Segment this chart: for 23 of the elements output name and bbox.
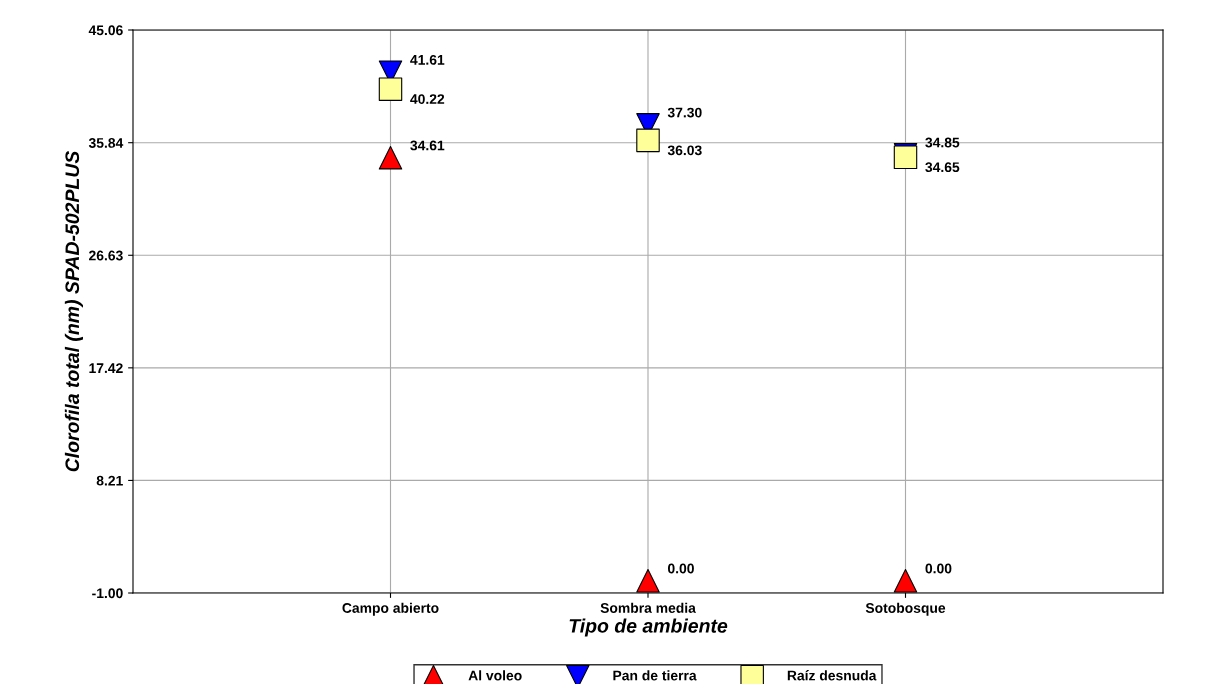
y-axis-title: Clorofila total (nm) SPAD-502PLUS <box>64 150 83 472</box>
y-tick-label: 45.06 <box>88 25 123 36</box>
x-tick-label: Sombra media <box>600 602 696 613</box>
data-label: 0.00 <box>667 563 694 574</box>
data-label: 0.00 <box>925 563 952 574</box>
y-tick-label: 35.84 <box>88 138 124 148</box>
data-label: 34.65 <box>925 162 960 173</box>
y-tick-label: -1.00 <box>92 588 123 599</box>
x-axis-title: Tipo de ambiente <box>569 618 728 637</box>
data-label: 34.61 <box>410 140 445 151</box>
data-label: 40.22 <box>410 94 445 104</box>
legend-label: Al voleo <box>468 670 522 681</box>
y-tick-label: 26.63 <box>89 250 123 261</box>
data-label: 41.61 <box>410 54 445 65</box>
y-tick-label: 8.21 <box>96 475 123 486</box>
legend-label: Raíz desnuda <box>787 670 877 681</box>
data-label: 34.85 <box>925 137 960 148</box>
data-label: 36.03 <box>667 145 702 156</box>
y-tick-label: 17.42 <box>89 363 123 373</box>
x-tick-label: Sotobosque <box>865 602 946 616</box>
data-label: 37.30 <box>667 107 702 118</box>
legend-label: Pan de tierra <box>613 670 697 681</box>
x-tick-label: Campo abierto <box>342 602 439 616</box>
